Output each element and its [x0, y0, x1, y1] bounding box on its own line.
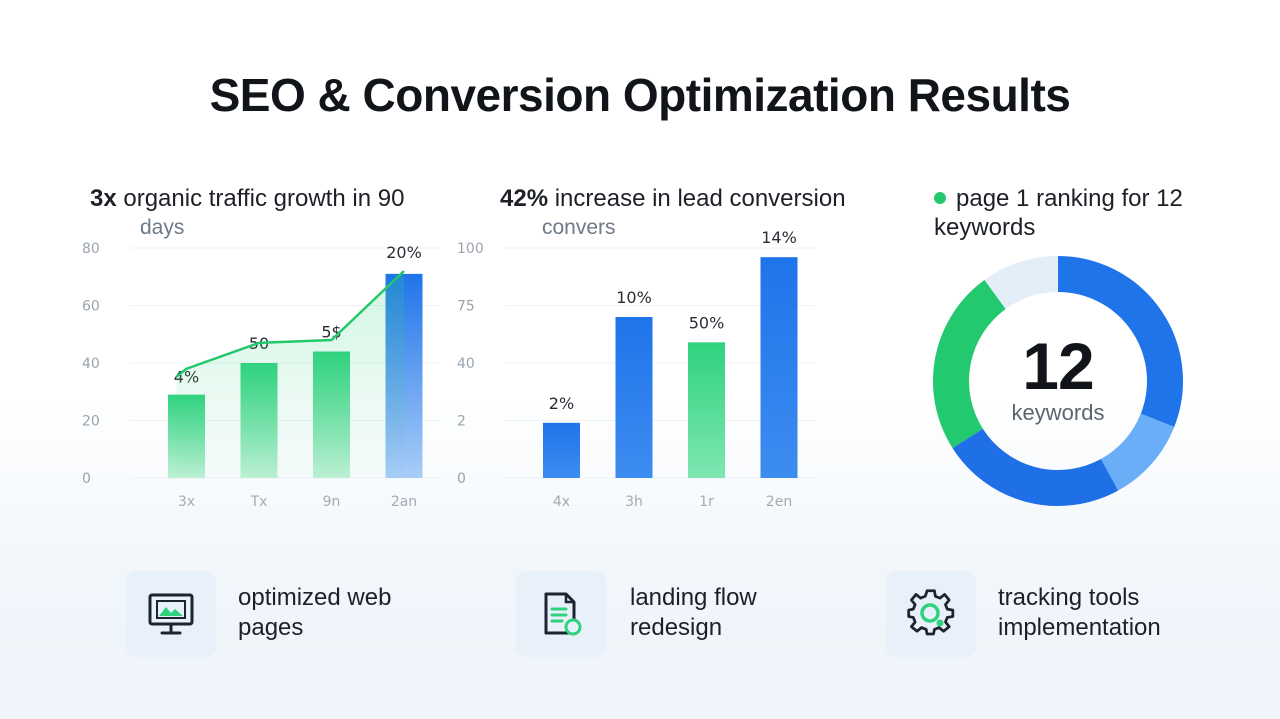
chart1-subtitle: days: [140, 216, 185, 239]
chart3-title: page 1 ranking for 12 keywords: [934, 184, 1234, 242]
data-label: 2%: [549, 394, 574, 413]
y-tick-label: 2: [457, 414, 466, 430]
chart2-svg: 0 2 40 75 100 2% 4x 10% 3h 50% 1r 14% 2en: [457, 228, 815, 510]
gear-icon: [907, 589, 955, 636]
chart3-title-rest: ranking for 12 keywords: [934, 185, 1183, 241]
x-tick-label: 4x: [553, 494, 570, 510]
donut-center-label: keywords: [1011, 400, 1105, 425]
chart2-subtitle: convers: [542, 216, 616, 239]
donut-segment: [952, 428, 1119, 506]
chart1-title-bold: 3x: [90, 185, 117, 212]
trend-line: [175, 270, 405, 378]
bar: [543, 422, 580, 478]
feature-label-landing-flow: landing flow redesign: [630, 584, 757, 641]
chart3-title-bold: page 1: [956, 185, 1030, 212]
y-tick-label: 20: [82, 414, 100, 430]
monitor-image-icon: [148, 593, 194, 635]
feature-label-tracking-tools: tracking tools implementation: [998, 584, 1161, 641]
keywords-donut: [933, 256, 1183, 506]
bar: [688, 342, 725, 478]
x-tick-label: 1r: [699, 494, 714, 510]
x-tick-label: 9n: [323, 494, 341, 510]
y-tick-label: 40: [82, 356, 100, 372]
chart1-title: 3x organic traffic growth in 90: [90, 184, 450, 213]
bar: [615, 317, 653, 478]
chart2-title: 42% increase in lead conversion: [500, 184, 880, 213]
donut-segment: [984, 256, 1059, 310]
y-tick-label: 0: [457, 471, 466, 487]
y-tick-label: 40: [457, 356, 475, 372]
bar: [760, 257, 798, 478]
donut-segment: [1100, 413, 1175, 491]
y-tick-label: 0: [82, 471, 91, 487]
feature-card-web-pages: [126, 571, 216, 657]
data-label: 50%: [689, 313, 725, 332]
chart1-title-rest: organic traffic growth in 90: [116, 185, 405, 212]
chart2-title-rest: increase in lead conversion: [548, 185, 846, 212]
x-tick-label: 2an: [391, 494, 417, 510]
y-tick-label: 80: [82, 241, 100, 257]
green-dot-icon: [934, 192, 946, 204]
donut-center-value: 12: [1022, 329, 1094, 403]
data-label: 20%: [386, 243, 422, 262]
x-tick-label: Tx: [250, 494, 268, 510]
feature-card-tracking-tools: [886, 571, 976, 657]
y-tick-label: 100: [457, 241, 484, 257]
x-tick-label: 3x: [178, 494, 195, 510]
donut-segment: [933, 279, 1007, 448]
y-tick-label: 60: [82, 299, 100, 315]
document-check-icon: [544, 592, 582, 636]
data-label: 14%: [761, 228, 797, 247]
trend-area: [176, 271, 404, 478]
data-label: 10%: [616, 288, 652, 307]
y-tick-label: 75: [457, 299, 475, 315]
chart2-title-bold: 42%: [500, 185, 549, 212]
x-tick-label: 2en: [766, 494, 792, 510]
feature-label-web-pages: optimized web pages: [238, 584, 392, 641]
donut-segment: [1057, 256, 1183, 427]
x-tick-label: 3h: [625, 494, 643, 510]
page-title: SEO & Conversion Optimization Results: [209, 69, 1071, 121]
feature-card-landing-flow: [516, 571, 606, 657]
